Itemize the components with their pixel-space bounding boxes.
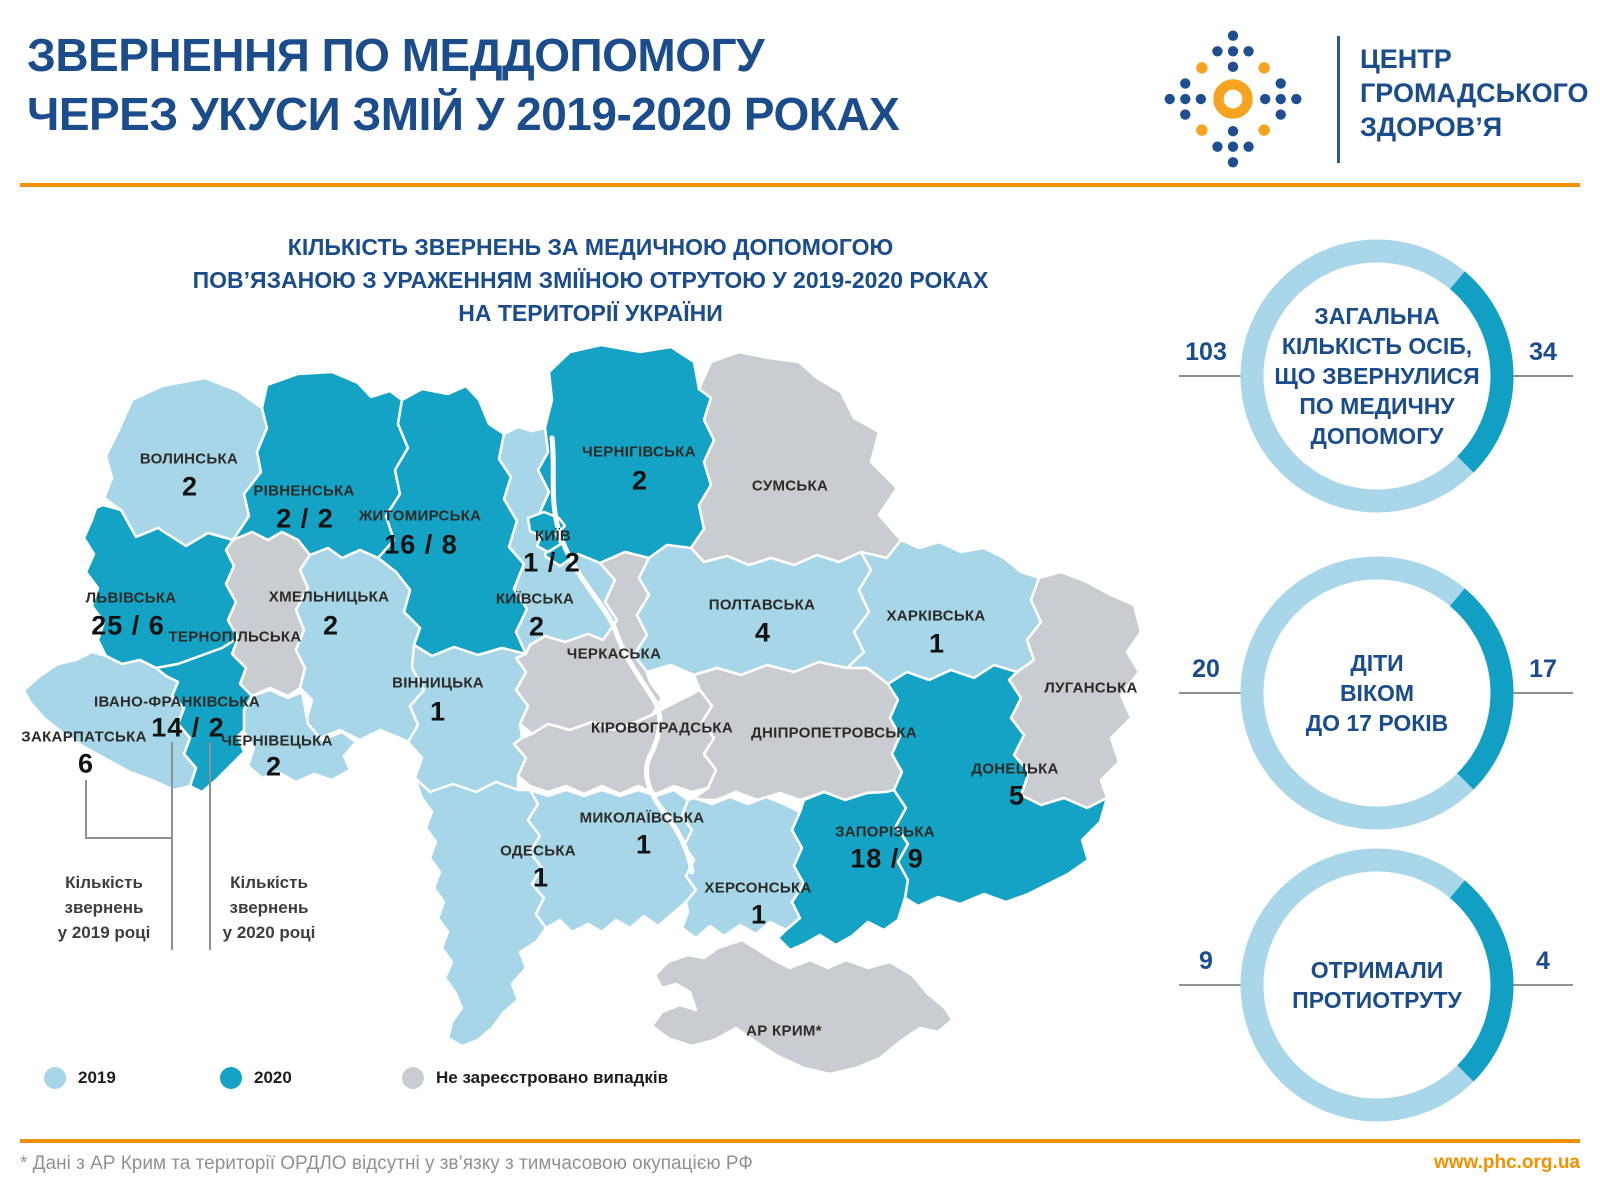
- site-link[interactable]: www.phc.org.ua: [1433, 1152, 1580, 1173]
- header-rule: [20, 183, 1580, 187]
- region-volynska: [102, 376, 269, 548]
- org-name: ЦЕНТР ГРОМАДСЬКОГО ЗДОРОВ’Я: [1360, 44, 1589, 142]
- legend-label-none: Не зареєстровано випадків: [436, 1068, 669, 1087]
- logo-divider: [1337, 36, 1340, 163]
- legend-swatch-none: [402, 1067, 424, 1089]
- right-dot: [1494, 369, 1508, 383]
- region-sumska: [689, 350, 903, 567]
- donut-antivenom: 9 4 ОТРИМАЛИ ПРОТИОТРУТУ: [1147, 835, 1600, 1135]
- map-title: КІЛЬКІСТЬ ЗВЕРНЕНЬ ЗА МЕДИЧНОЮ ДОПОМОГОЮ…: [192, 234, 989, 326]
- phc-logo-icon: [1164, 30, 1302, 168]
- legend-item-none: Не зареєстровано випадків: [402, 1067, 668, 1089]
- right-dot: [1494, 978, 1508, 992]
- legend-label-2019: 2019: [78, 1068, 116, 1087]
- region-ternopilska: [224, 530, 312, 698]
- region-crimea: [650, 938, 954, 1076]
- note-count-2020: Кількість звернень у 2020 році: [222, 873, 316, 942]
- region-vinnytska: [406, 643, 530, 794]
- note-count-2019: Кількість звернень у 2019 році: [57, 873, 151, 942]
- donut-chart-icon: [1179, 848, 1573, 1122]
- dnipro-river: [549, 435, 695, 875]
- region-rivnenska: [231, 370, 410, 560]
- region-dnipropetrovska: [692, 660, 904, 802]
- page-title: ЗВЕРНЕННЯ ПО МЕДДОПОМОГУ ЧЕРЕЗ УКУСИ ЗМІ…: [27, 29, 900, 140]
- donut-total-requests: 103 34 ЗАГАЛЬНА КІЛЬКІСТЬ ОСІБ, ЩО ЗВЕРН…: [1147, 226, 1600, 526]
- legend-item-2019: 2019: [44, 1067, 116, 1089]
- legend-item-2020: 2020: [220, 1067, 292, 1089]
- left-dot: [1246, 686, 1260, 700]
- donut-total-2019-value: 103: [1185, 338, 1227, 366]
- donut-antivenom-title: ОТРИМАЛИ ПРОТИОТРУТУ: [1292, 957, 1462, 1013]
- region-khersonska: [680, 795, 806, 940]
- callout-line-zakarpatska: [85, 780, 171, 839]
- donut-total-2020-value: 34: [1529, 338, 1557, 366]
- legend-swatch-2019: [44, 1067, 66, 1089]
- left-dot: [1246, 369, 1260, 383]
- donut-children-2019-value: 20: [1192, 655, 1220, 683]
- region-donetska: [886, 663, 1109, 908]
- right-dot: [1494, 686, 1508, 700]
- region-zaporizka: [776, 788, 910, 952]
- donut-children-title: ДІТИ ВІКОМ ДО 17 РОКІВ: [1305, 650, 1449, 736]
- region-kharkivska: [845, 538, 1043, 686]
- region-mykolaivska: [526, 788, 698, 934]
- region-odeska: [413, 776, 548, 1048]
- left-dot: [1246, 978, 1260, 992]
- region-zakarpatska: [22, 650, 198, 792]
- legend-swatch-2020: [220, 1067, 242, 1089]
- footnote: * Дані з АР Крим та території ОРДЛО відс…: [20, 1153, 753, 1174]
- donut-children: 20 17 ДІТИ ВІКОМ ДО 17 РОКІВ: [1147, 543, 1600, 843]
- region-khmelnytska: [294, 546, 426, 744]
- legend-label-2020: 2020: [254, 1068, 292, 1087]
- region-chernihivska: [536, 343, 716, 568]
- footer-rule: [20, 1139, 1580, 1143]
- donut-children-2020-value: 17: [1529, 655, 1557, 683]
- donut-antivenom-2019-value: 9: [1199, 947, 1213, 975]
- donut-antivenom-2020-value: 4: [1536, 947, 1550, 975]
- donut-chart-icon: [1179, 239, 1573, 513]
- donut-total-title: ЗАГАЛЬНА КІЛЬКІСТЬ ОСІБ, ЩО ЗВЕРНУЛИСЯ П…: [1274, 303, 1480, 449]
- region-chernivetska: [242, 688, 358, 784]
- region-poltavska: [632, 543, 873, 677]
- donut-chart-icon: [1179, 556, 1573, 830]
